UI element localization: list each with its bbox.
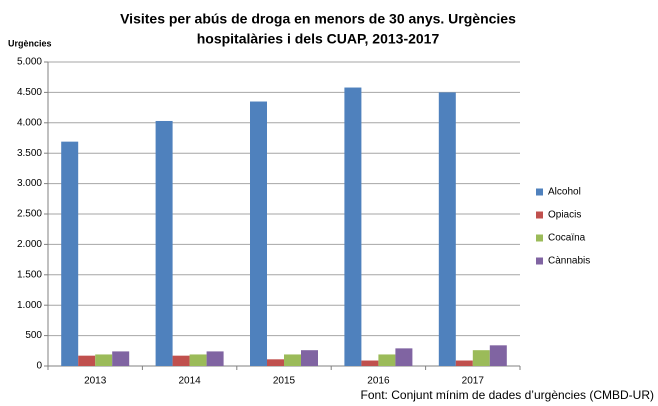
bar xyxy=(267,359,284,366)
bar xyxy=(489,345,507,366)
x-tick-label: 2017 xyxy=(462,376,485,387)
x-tick-label: 2013 xyxy=(84,376,107,387)
bar xyxy=(78,355,96,366)
y-tick-label: 5.000 xyxy=(17,57,42,68)
y-tick-label: 3.500 xyxy=(17,148,42,159)
legend-swatch xyxy=(536,188,543,196)
y-tick-label: 500 xyxy=(25,330,42,341)
bar xyxy=(284,354,301,366)
x-tick-label: 2015 xyxy=(273,376,296,387)
bar xyxy=(472,350,490,366)
bar xyxy=(189,354,207,366)
bar xyxy=(61,141,79,366)
bar xyxy=(250,101,267,367)
y-tick-label: 1.000 xyxy=(17,300,42,311)
legend-label: Cocaïna xyxy=(548,233,586,244)
chart-title: Visites per abús de droga en menors de 3… xyxy=(120,11,516,27)
bar xyxy=(206,351,224,366)
bar xyxy=(361,360,379,366)
bar xyxy=(172,355,190,366)
bar xyxy=(95,354,113,366)
y-tick-label: 4.500 xyxy=(17,87,42,98)
bar xyxy=(301,350,318,366)
x-tick-label: 2016 xyxy=(367,376,390,387)
bar xyxy=(395,348,413,366)
y-tick-label: 2.000 xyxy=(17,239,42,250)
bar xyxy=(455,360,473,366)
bar xyxy=(344,87,362,366)
legend-swatch xyxy=(536,234,543,242)
legend-swatch xyxy=(536,257,543,265)
legend-swatch xyxy=(536,211,543,219)
legend-label: Opiacis xyxy=(548,210,581,221)
y-tick-label: 0 xyxy=(36,361,42,372)
x-tick-label: 2014 xyxy=(178,376,201,387)
legend-label: Alcohol xyxy=(548,187,581,198)
y-axis-label: Urgències xyxy=(8,38,52,48)
y-tick-label: 1.500 xyxy=(17,269,42,280)
legend-label: Cànnabis xyxy=(548,256,590,267)
source-note: Font: Conjunt mínim de dades d’urgències… xyxy=(361,388,654,402)
y-tick-label: 2.500 xyxy=(17,209,42,220)
bar xyxy=(155,120,173,366)
chart-title: hospitalàries i dels CUAP, 2013-2017 xyxy=(197,31,440,47)
bar xyxy=(438,92,456,367)
bar xyxy=(378,354,396,366)
y-tick-label: 4.000 xyxy=(17,117,42,128)
y-tick-label: 3.000 xyxy=(17,178,42,189)
bar xyxy=(112,351,130,366)
